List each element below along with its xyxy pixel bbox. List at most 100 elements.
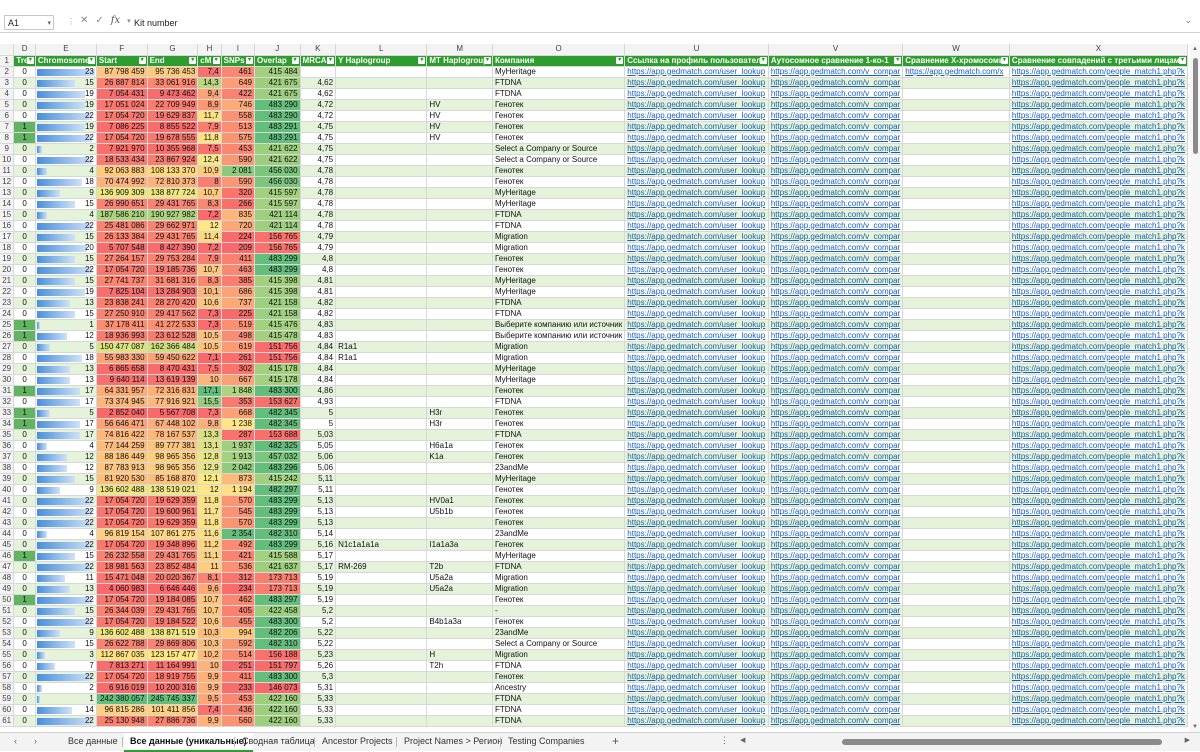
snps-cell[interactable]: 422 — [221, 88, 255, 100]
y-haplogroup-cell[interactable] — [335, 616, 428, 628]
end-cell[interactable]: 138 877 724 — [147, 187, 199, 199]
one-to-one-link[interactable]: https://app.gedmatch.com/v_compar — [768, 649, 904, 661]
overlap-cell[interactable]: 173 713 — [254, 572, 301, 584]
one-to-one-link[interactable]: https://app.gedmatch.com/v_compar — [768, 484, 904, 496]
cm-cell[interactable]: 17,1 — [197, 385, 222, 397]
x-compare-link[interactable] — [902, 99, 1010, 111]
people-match-link[interactable]: https://app.gedmatch.com/people_match1.p… — [1009, 176, 1188, 188]
profile-link[interactable]: https://app.gedmatch.com/user_lookup — [624, 231, 769, 243]
row-number[interactable]: 20 — [0, 264, 15, 276]
chromosome-cell[interactable]: 22 — [35, 506, 97, 518]
end-cell[interactable]: 13 284 903 — [147, 286, 199, 298]
y-haplogroup-cell[interactable] — [335, 649, 428, 661]
chromosome-cell[interactable]: 22 — [35, 220, 97, 232]
row-number[interactable]: 4 — [0, 88, 15, 100]
people-match-link[interactable]: https://app.gedmatch.com/people_match1.p… — [1009, 297, 1188, 309]
cm-cell[interactable]: 8,3 — [197, 198, 222, 210]
people-match-link[interactable]: https://app.gedmatch.com/people_match1.p… — [1009, 517, 1188, 529]
snps-cell[interactable]: 558 — [221, 110, 255, 122]
y-haplogroup-cell[interactable] — [335, 286, 428, 298]
profile-link[interactable]: https://app.gedmatch.com/user_lookup — [624, 165, 769, 177]
people-match-link[interactable]: https://app.gedmatch.com/people_match1.p… — [1009, 407, 1188, 419]
overlap-cell[interactable]: 415 597 — [254, 198, 301, 210]
cm-cell[interactable]: 11,8 — [197, 517, 222, 529]
snps-cell[interactable]: 545 — [221, 506, 255, 518]
column-header[interactable]: Start ▾ — [96, 55, 148, 67]
one-to-one-link[interactable]: https://app.gedmatch.com/v_compar — [768, 176, 904, 188]
one-to-one-link[interactable]: https://app.gedmatch.com/v_compar — [768, 440, 904, 452]
tree-cell[interactable]: 0 — [13, 231, 36, 243]
prev-sheet-icon[interactable]: ‹ — [14, 736, 17, 746]
profile-link[interactable]: https://app.gedmatch.com/user_lookup — [624, 187, 769, 199]
end-cell[interactable]: 72 810 373 — [147, 176, 199, 188]
cm-cell[interactable]: 12,9 — [197, 462, 222, 474]
mt-haplogroup-cell[interactable] — [426, 638, 493, 650]
overlap-cell[interactable]: 483 290 — [254, 110, 301, 122]
tree-cell[interactable]: 0 — [13, 561, 36, 573]
one-to-one-link[interactable]: https://app.gedmatch.com/v_compar — [768, 704, 904, 716]
snps-cell[interactable]: 575 — [221, 132, 255, 144]
start-cell[interactable]: 15 471 048 — [96, 572, 148, 584]
company-cell[interactable]: MyHeritage — [492, 550, 626, 562]
y-haplogroup-cell[interactable] — [335, 407, 428, 419]
mrca-cell[interactable]: 5,2 — [300, 616, 337, 628]
overlap-cell[interactable]: 422 458 — [254, 605, 301, 617]
one-to-one-link[interactable]: https://app.gedmatch.com/v_compar — [768, 418, 904, 430]
one-to-one-link[interactable]: https://app.gedmatch.com/v_compar — [768, 99, 904, 111]
mrca-cell[interactable]: 4,83 — [300, 319, 337, 331]
tree-cell[interactable]: 1 — [13, 330, 36, 342]
tree-cell[interactable]: 0 — [13, 363, 36, 375]
snps-cell[interactable]: 519 — [221, 319, 255, 331]
start-cell[interactable]: 112 867 035 — [96, 649, 148, 661]
end-cell[interactable]: 11 164 991 — [147, 660, 199, 672]
y-haplogroup-cell[interactable] — [335, 275, 428, 287]
row-number[interactable]: 30 — [0, 374, 15, 386]
profile-link[interactable]: https://app.gedmatch.com/user_lookup — [624, 451, 769, 463]
x-compare-link[interactable] — [902, 88, 1010, 100]
y-haplogroup-cell[interactable] — [335, 671, 428, 683]
y-haplogroup-cell[interactable] — [335, 143, 428, 155]
x-compare-link[interactable] — [902, 704, 1010, 716]
snps-cell[interactable]: 234 — [221, 583, 255, 595]
chromosome-cell[interactable]: 22 — [35, 517, 97, 529]
tree-cell[interactable]: 0 — [13, 297, 36, 309]
snps-cell[interactable]: 385 — [221, 275, 255, 287]
people-match-link[interactable]: https://app.gedmatch.com/people_match1.p… — [1009, 473, 1188, 485]
cm-cell[interactable]: 11,1 — [197, 550, 222, 562]
y-haplogroup-cell[interactable] — [335, 418, 428, 430]
profile-link[interactable]: https://app.gedmatch.com/user_lookup — [624, 660, 769, 672]
tree-cell[interactable]: 0 — [13, 286, 36, 298]
company-cell[interactable]: FTDNA — [492, 715, 626, 727]
tree-cell[interactable]: 0 — [13, 495, 36, 507]
end-cell[interactable]: 27 886 736 — [147, 715, 199, 727]
mrca-cell[interactable]: 4,72 — [300, 110, 337, 122]
y-haplogroup-cell[interactable] — [335, 572, 428, 584]
people-match-link[interactable]: https://app.gedmatch.com/people_match1.p… — [1009, 374, 1188, 386]
end-cell[interactable]: 89 777 381 — [147, 440, 199, 452]
company-cell[interactable]: Генотек — [492, 539, 626, 551]
filter-dropdown-icon[interactable]: ▾ — [26, 56, 34, 64]
mrca-cell[interactable]: 4,78 — [300, 220, 337, 232]
mrca-cell[interactable]: 4,79 — [300, 231, 337, 243]
y-haplogroup-cell[interactable] — [335, 429, 428, 441]
filter-dropdown-icon[interactable]: ▾ — [189, 56, 197, 64]
x-compare-link[interactable] — [902, 605, 1010, 617]
tree-cell[interactable]: 0 — [13, 517, 36, 529]
overlap-cell[interactable]: 483 299 — [254, 253, 301, 265]
y-haplogroup-cell[interactable] — [335, 660, 428, 672]
one-to-one-link[interactable]: https://app.gedmatch.com/v_compar — [768, 451, 904, 463]
profile-link[interactable]: https://app.gedmatch.com/user_lookup — [624, 517, 769, 529]
overlap-cell[interactable]: 482 310 — [254, 638, 301, 650]
start-cell[interactable]: 92 063 883 — [96, 165, 148, 177]
x-compare-link[interactable] — [902, 627, 1010, 639]
tree-cell[interactable]: 0 — [13, 198, 36, 210]
people-match-link[interactable]: https://app.gedmatch.com/people_match1.p… — [1009, 671, 1188, 683]
mrca-cell[interactable]: 4,8 — [300, 264, 337, 276]
profile-link[interactable]: https://app.gedmatch.com/user_lookup — [624, 605, 769, 617]
chevron-down-icon[interactable]: ▾ — [127, 18, 131, 25]
start-cell[interactable]: 7 825 104 — [96, 286, 148, 298]
column-header[interactable]: Chromosome ▾ — [35, 55, 97, 67]
end-cell[interactable]: 59 450 622 — [147, 352, 199, 364]
mt-haplogroup-cell[interactable] — [426, 671, 493, 683]
mrca-cell[interactable]: 4,79 — [300, 242, 337, 254]
